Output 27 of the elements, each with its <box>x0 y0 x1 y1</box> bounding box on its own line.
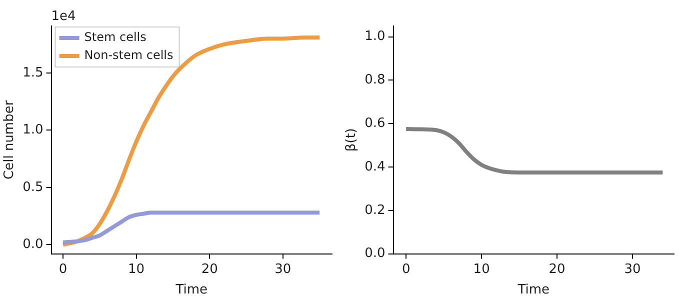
x-tick-label: 10 <box>128 262 145 277</box>
y-tick-label: 1.5 <box>22 65 44 80</box>
legend-label: Stem cells <box>84 30 146 44</box>
text: 1e4 <box>51 8 76 24</box>
x-tick-label: 0 <box>402 262 410 277</box>
x-axis-title: Time <box>174 282 208 298</box>
y-tick-label: 0.5 <box>22 180 44 195</box>
line-series <box>404 127 665 174</box>
y-tick-label: 1.0 <box>22 122 44 138</box>
y-tick-label: 0.0 <box>364 246 386 262</box>
y-tick-label: 0.6 <box>364 116 386 132</box>
x-tick-label: 30 <box>624 262 641 277</box>
y-tick-label: 0.2 <box>364 202 386 218</box>
y-axis-title: Cell number <box>2 100 18 180</box>
legend-label: Non-stem cells <box>84 48 174 62</box>
x-tick-label: 0 <box>58 262 68 277</box>
x-tick-label: 30 <box>274 262 292 277</box>
x-axis-title: Time <box>516 282 550 298</box>
y-axis-title: β(t) <box>344 128 360 152</box>
y-tick-label: 1.0 <box>364 29 386 44</box>
x-tick-label: 20 <box>548 262 566 277</box>
y-tick-label: 0.4 <box>364 159 386 174</box>
x-tick-label: 20 <box>201 262 218 277</box>
y-tick-label: 0.0 <box>22 237 44 252</box>
y-tick-label: 0.8 <box>364 72 386 88</box>
x-tick-label: 10 <box>473 262 490 277</box>
line-series <box>61 210 322 244</box>
